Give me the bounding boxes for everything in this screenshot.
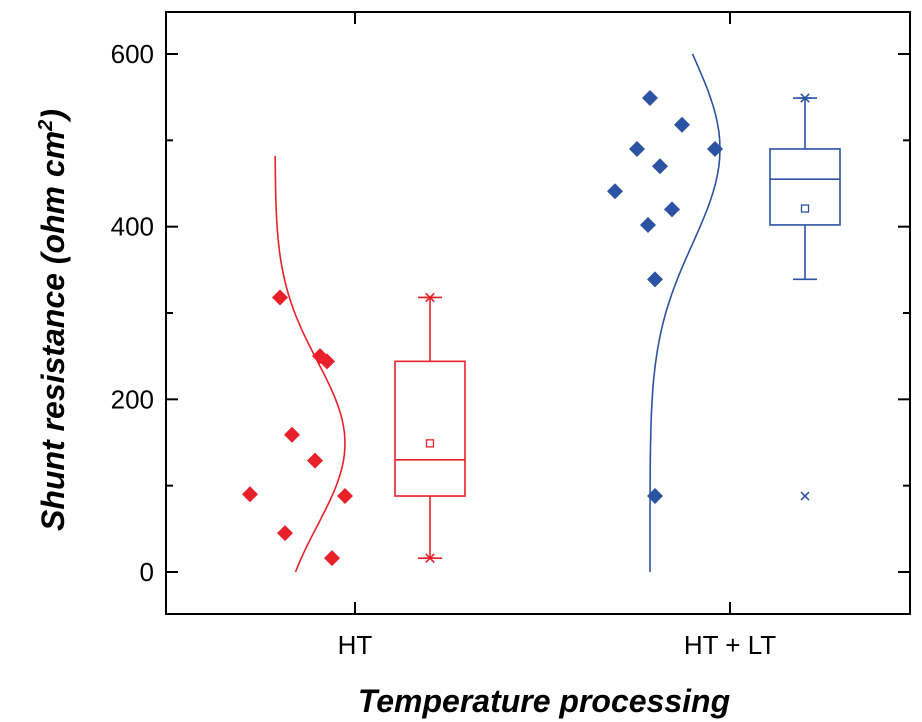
outlier-marker-stroke [800, 491, 810, 501]
data-point [607, 183, 623, 200]
y-axis-title-main: Shunt resistance (ohm cm [35, 131, 71, 531]
max-marker [424, 292, 436, 303]
max-marker-stroke [425, 292, 435, 303]
axes: 0 200 400 600 HT HT + LT [111, 11, 911, 660]
y-axis-title-end: ) [35, 109, 71, 123]
data-point [674, 116, 690, 133]
data-point [642, 90, 658, 107]
data-point [284, 426, 300, 443]
data-point [640, 216, 656, 233]
data-point [647, 271, 663, 288]
plot-area [242, 53, 841, 573]
max-marker [799, 93, 811, 103]
x-axis-title: Temperature processing [358, 683, 730, 719]
data-point [337, 488, 353, 505]
y-tick-label: 400 [111, 212, 154, 242]
data-point [707, 140, 723, 157]
plot-frame [165, 11, 911, 615]
box-mean [425, 439, 435, 448]
x-tick-label: HT [338, 630, 373, 660]
data-point [664, 201, 680, 218]
data-point [647, 488, 663, 505]
outlier-marker [800, 491, 810, 501]
box-iqr [394, 360, 466, 497]
data-point [319, 353, 335, 370]
y-tick-label: 200 [111, 384, 154, 414]
distribution-curve [649, 53, 721, 572]
distribution-curve [274, 155, 346, 573]
data-point [277, 525, 293, 542]
box-iqr [769, 148, 841, 226]
data-point [324, 550, 340, 567]
data-point [242, 486, 258, 503]
y-tick-label: 0 [140, 557, 154, 587]
min-marker [424, 553, 436, 563]
x-tick-label: HT + LT [684, 630, 776, 660]
series-0 [242, 155, 466, 573]
data-point [629, 140, 645, 157]
box-mean [800, 204, 810, 213]
y-axis-title-sup: 2 [35, 120, 57, 132]
y-tick-label: 600 [111, 39, 154, 69]
series-1 [607, 53, 841, 572]
data-point [307, 452, 323, 469]
data-point [652, 158, 668, 175]
y-axis-title: Shunt resistance (ohm cm2) [35, 109, 71, 531]
max-marker-stroke [800, 93, 810, 103]
min-marker-stroke [425, 553, 435, 563]
data-point [272, 289, 288, 306]
